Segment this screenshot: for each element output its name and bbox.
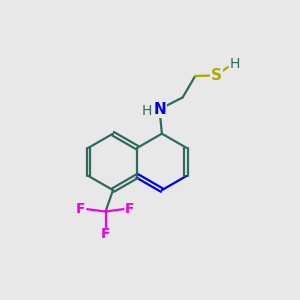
Text: N: N: [153, 102, 166, 117]
Text: F: F: [125, 202, 135, 216]
Text: S: S: [211, 68, 222, 83]
Text: H: H: [229, 57, 240, 71]
Text: H: H: [142, 104, 152, 118]
Text: F: F: [101, 226, 110, 241]
Text: F: F: [76, 202, 85, 216]
